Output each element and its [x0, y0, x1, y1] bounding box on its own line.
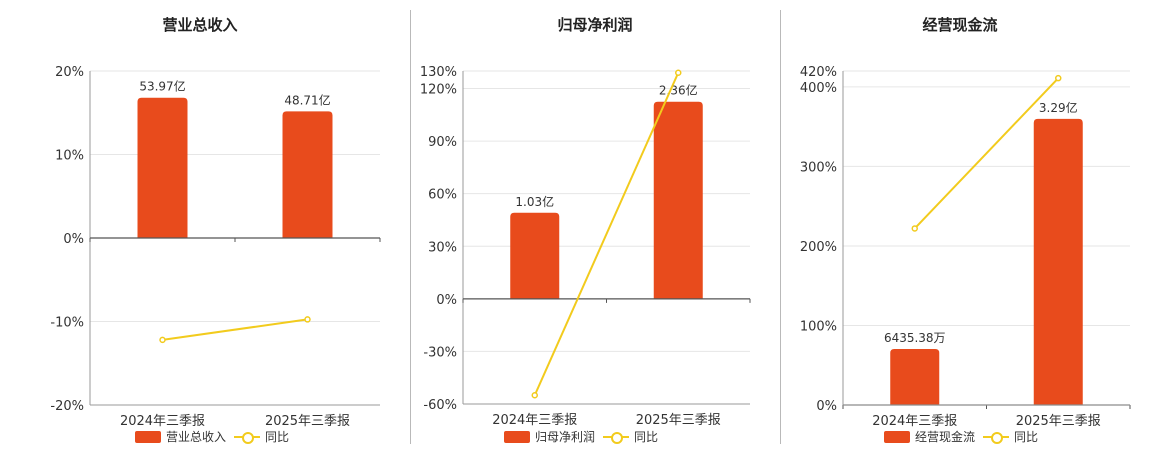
legend-line-swatch	[603, 431, 630, 444]
bar	[510, 212, 560, 299]
yoy-line	[914, 77, 1059, 230]
legend-line-label: 同比	[634, 430, 659, 444]
yoy-point	[304, 316, 311, 323]
y-tick-label: 0%	[816, 399, 837, 414]
x-category-label: 2024年三季报	[120, 414, 205, 429]
bar-value-label: 53.97亿	[139, 79, 185, 94]
legend-bar-label: 经营现金流	[915, 430, 976, 444]
y-tick-label: 120%	[420, 83, 457, 98]
legend-bar-label: 营业总收入	[166, 430, 227, 444]
yoy-point	[159, 336, 166, 344]
legend-bar-swatch	[504, 430, 530, 443]
y-tick-label: -30%	[423, 345, 457, 360]
y-tick-label: -20%	[50, 399, 84, 414]
y-tick-label: 400%	[800, 81, 837, 96]
yoy-point	[531, 391, 538, 399]
y-tick-label: 0%	[63, 232, 84, 247]
bar-value-label: 6435.38万	[884, 331, 946, 345]
bar	[1033, 118, 1083, 406]
y-tick-label: 0%	[436, 293, 457, 308]
bar	[282, 111, 333, 238]
bar-value-label: 3.29亿	[1039, 100, 1078, 115]
bar-value-label: 1.03亿	[515, 194, 554, 209]
yoy-point	[675, 69, 682, 77]
legend-line-swatch	[234, 431, 261, 444]
legend-bar-label: 归母净利润	[535, 430, 596, 444]
chart-title: 营业总收入	[162, 16, 238, 34]
y-tick-label: 100%	[800, 319, 837, 334]
x-category-label: 2025年三季报	[1016, 414, 1101, 429]
bar	[137, 97, 188, 238]
y-tick-label: -60%	[423, 398, 457, 413]
y-tick-label: 30%	[428, 240, 457, 255]
legend: 经营现金流 同比	[884, 428, 1038, 445]
legend-line-label: 同比	[265, 430, 290, 444]
x-category-label: 2025年三季报	[636, 413, 721, 428]
bar-value-label: 2.36亿	[659, 83, 698, 98]
panel-divider	[780, 10, 781, 444]
chart-title: 经营现金流	[922, 16, 998, 34]
x-category-label: 2024年三季报	[492, 413, 577, 428]
yoy-line	[533, 72, 680, 396]
x-category-label: 2024年三季报	[872, 414, 957, 429]
y-tick-label: 200%	[800, 240, 837, 255]
legend-bar-swatch	[884, 430, 910, 443]
x-category-label: 2025年三季报	[265, 414, 350, 429]
chart-panel-revenue: 营业总收入 20% 10% 0% -10% -20% 53.97亿 48.71亿 2024年三…	[0, 0, 400, 450]
y-tick-label: 20%	[55, 65, 84, 80]
y-tick-label: 420%	[800, 65, 837, 80]
chart-title: 归母净利润	[557, 16, 633, 34]
y-tick-label: 90%	[428, 135, 457, 150]
bar-value-label: 48.71亿	[284, 92, 330, 107]
y-tick-label: 60%	[428, 188, 457, 203]
y-tick-label: 10%	[55, 149, 84, 164]
yoy-line	[162, 318, 308, 341]
y-tick-label: 300%	[800, 160, 837, 175]
panel-divider	[410, 10, 411, 444]
legend-line-swatch	[983, 431, 1010, 444]
yoy-point	[1055, 74, 1062, 82]
legend: 营业总收入 同比	[135, 428, 289, 445]
legend-line-label: 同比	[1014, 430, 1039, 444]
y-tick-label: -10%	[50, 316, 84, 331]
bar	[653, 101, 703, 299]
yoy-point	[911, 225, 918, 232]
legend-bar-swatch	[135, 430, 161, 443]
bar	[890, 349, 940, 405]
revenue-chart-svg: 20% 10% 0% -10% -20% 53.97亿 48.71亿 2024年三季报 2025…	[50, 65, 381, 429]
legend: 归母净利润 同比	[504, 428, 658, 445]
y-tick-label: 130%	[420, 65, 457, 80]
